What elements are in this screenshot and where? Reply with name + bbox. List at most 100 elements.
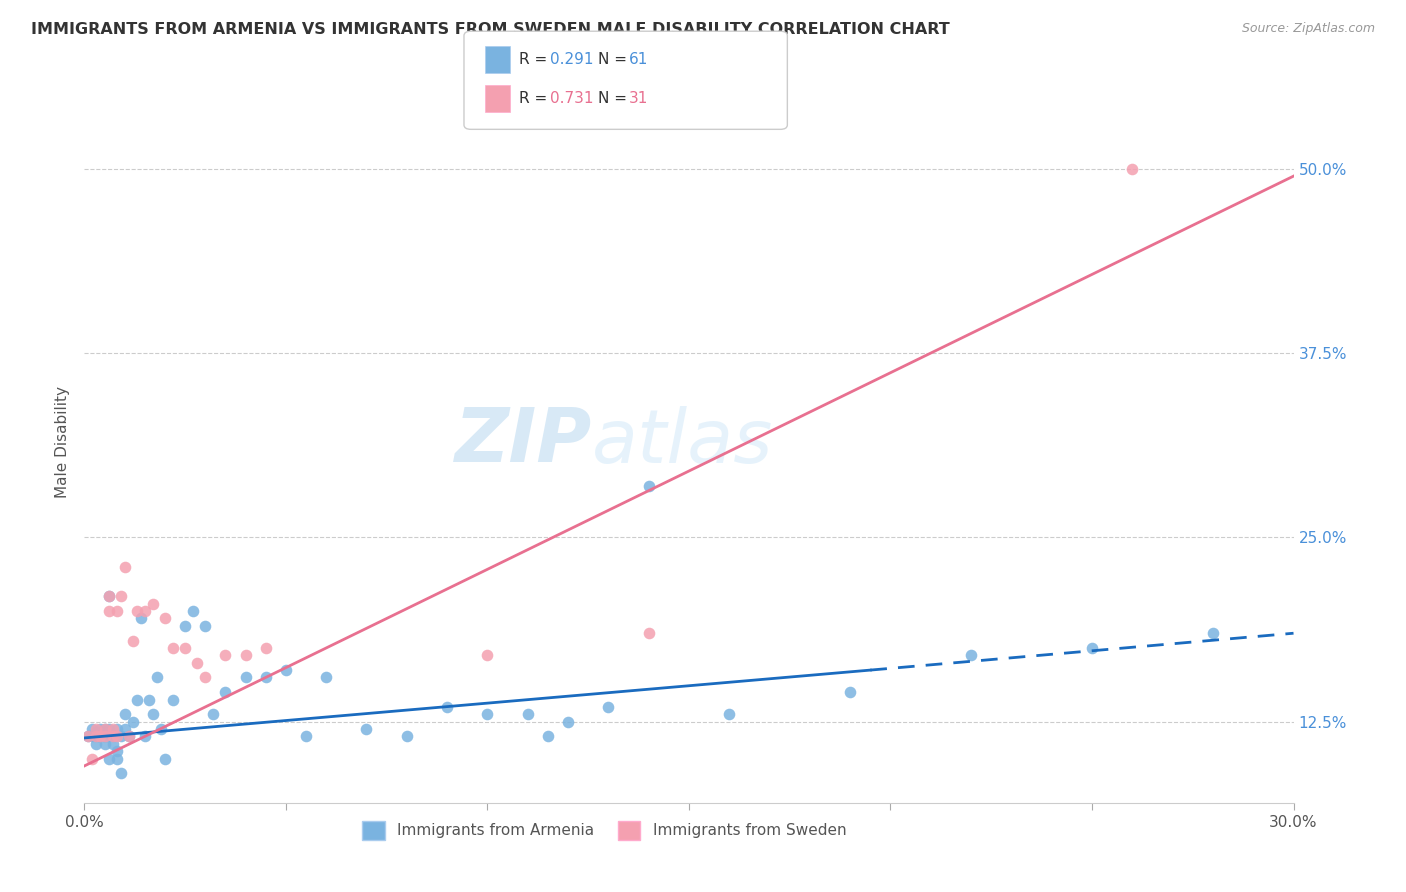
Point xyxy=(93,730,115,744)
Point xyxy=(274,663,297,677)
Point xyxy=(598,700,620,714)
Point xyxy=(86,722,108,736)
Point xyxy=(110,766,132,780)
Point xyxy=(477,707,499,722)
Point xyxy=(202,707,225,722)
Point xyxy=(105,604,128,618)
Point xyxy=(477,648,499,663)
Point xyxy=(114,707,136,722)
Point xyxy=(114,722,136,736)
Point xyxy=(134,730,156,744)
Point xyxy=(516,707,538,722)
Point xyxy=(149,722,172,736)
Point xyxy=(101,737,124,751)
Point xyxy=(1202,626,1225,640)
Legend: Immigrants from Armenia, Immigrants from Sweden: Immigrants from Armenia, Immigrants from… xyxy=(356,815,852,846)
Point xyxy=(162,640,184,655)
Point xyxy=(77,730,100,744)
Text: ZIP: ZIP xyxy=(456,405,592,478)
Text: N =: N = xyxy=(598,91,631,105)
Point xyxy=(86,730,108,744)
Point xyxy=(214,648,236,663)
Point xyxy=(89,730,111,744)
Point xyxy=(235,670,257,684)
Point xyxy=(82,722,104,736)
Point xyxy=(138,692,160,706)
Point xyxy=(214,685,236,699)
Point xyxy=(110,730,132,744)
Point xyxy=(118,730,141,744)
Point xyxy=(125,692,148,706)
Point xyxy=(537,730,560,744)
Point xyxy=(718,707,741,722)
Point xyxy=(97,590,120,604)
Point xyxy=(194,670,217,684)
Point xyxy=(839,685,862,699)
Point xyxy=(89,730,111,744)
Text: Source: ZipAtlas.com: Source: ZipAtlas.com xyxy=(1241,22,1375,36)
Point xyxy=(637,479,659,493)
Point xyxy=(105,730,128,744)
Point xyxy=(129,611,152,625)
Point xyxy=(114,560,136,574)
Point xyxy=(82,751,104,765)
Point xyxy=(395,730,418,744)
Point xyxy=(436,700,458,714)
Text: R =: R = xyxy=(519,53,553,67)
Point xyxy=(254,670,277,684)
Point xyxy=(105,744,128,758)
Point xyxy=(142,597,165,611)
Point xyxy=(181,604,204,618)
Point xyxy=(153,751,176,765)
Point xyxy=(101,722,124,736)
Text: 31: 31 xyxy=(628,91,648,105)
Point xyxy=(93,730,115,744)
Point xyxy=(97,604,120,618)
Point xyxy=(97,590,120,604)
Point xyxy=(960,648,983,663)
Point xyxy=(105,722,128,736)
Point xyxy=(174,640,197,655)
Point xyxy=(97,722,120,736)
Text: 61: 61 xyxy=(628,53,648,67)
Point xyxy=(557,714,579,729)
Point xyxy=(295,730,318,744)
Text: R =: R = xyxy=(519,91,553,105)
Point xyxy=(93,737,115,751)
Point xyxy=(89,722,111,736)
Text: 0.731: 0.731 xyxy=(550,91,593,105)
Point xyxy=(146,670,169,684)
Point xyxy=(1081,640,1104,655)
Point xyxy=(86,737,108,751)
Point xyxy=(125,604,148,618)
Text: IMMIGRANTS FROM ARMENIA VS IMMIGRANTS FROM SWEDEN MALE DISABILITY CORRELATION CH: IMMIGRANTS FROM ARMENIA VS IMMIGRANTS FR… xyxy=(31,22,949,37)
Point xyxy=(254,640,277,655)
Point xyxy=(162,692,184,706)
Point xyxy=(118,730,141,744)
Point xyxy=(637,626,659,640)
Point xyxy=(121,633,143,648)
Text: N =: N = xyxy=(598,53,631,67)
Text: 0.291: 0.291 xyxy=(550,53,593,67)
Point xyxy=(82,730,104,744)
Point xyxy=(105,751,128,765)
Point xyxy=(1121,161,1143,176)
Point xyxy=(194,619,217,633)
Point xyxy=(186,656,208,670)
Point xyxy=(315,670,337,684)
Point xyxy=(86,730,108,744)
Point xyxy=(101,730,124,744)
Point xyxy=(356,722,378,736)
Point xyxy=(77,730,100,744)
Point xyxy=(174,619,197,633)
Point xyxy=(153,611,176,625)
Point xyxy=(142,707,165,722)
Point xyxy=(97,751,120,765)
Point xyxy=(121,714,143,729)
Y-axis label: Male Disability: Male Disability xyxy=(55,385,70,498)
Point xyxy=(101,730,124,744)
Text: atlas: atlas xyxy=(592,406,773,477)
Point xyxy=(235,648,257,663)
Point xyxy=(134,604,156,618)
Point xyxy=(110,590,132,604)
